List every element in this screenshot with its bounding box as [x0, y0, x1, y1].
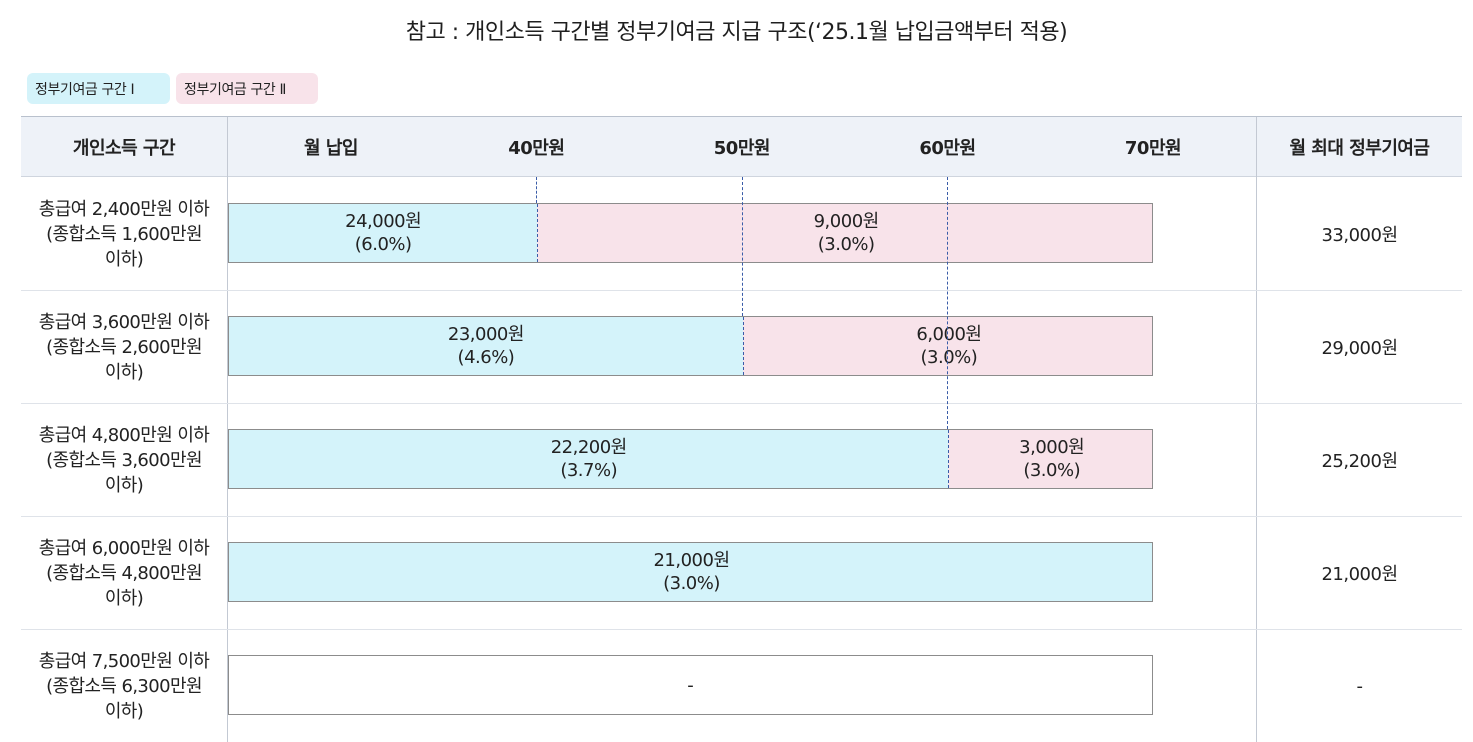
tick-guide-line [741, 177, 743, 316]
segment-rate: (3.0%) [1023, 460, 1081, 481]
segment-band-1: 21,000원 (3.0%) [229, 543, 1152, 601]
header-max: 월 최대 정부기여금 [1289, 138, 1430, 159]
legend-band-2: 정부기여금 구간 Ⅱ [176, 73, 318, 104]
income-bracket-line: 총급여 3,600만원 이하 [38, 311, 210, 333]
header-tick-50: 50만원 [713, 138, 771, 159]
contribution-bar: 21,000원 (3.0%) [228, 542, 1153, 602]
segment-amount: 6,000원 [916, 324, 982, 345]
segment-band-1: 23,000원 (4.6%) [229, 317, 743, 375]
segment-rate: (3.0%) [663, 573, 720, 594]
max-contribution: 25,200원 [1321, 451, 1398, 472]
income-bracket-line: (종합소득 2,600만원 [46, 336, 202, 358]
segment-amount: 22,200원 [550, 437, 628, 458]
header-tick-40: 40만원 [508, 138, 565, 159]
income-bracket-line: 이하) [104, 248, 144, 270]
income-bracket-line: (종합소득 1,600만원 [46, 223, 202, 245]
header-income: 개인소득 구간 [72, 138, 176, 159]
header-monthly: 월 납입 [304, 138, 358, 159]
column-divider-right [1256, 117, 1257, 742]
table-row: 총급여 4,800만원 이하 (종합소득 3,600만원 이하) 22,200원 (3.… [21, 404, 1462, 517]
contribution-bar: 24,000원 (6.0%) 9,000원 (3.0%) [228, 203, 1153, 263]
segment-amount: 9,000원 [813, 211, 880, 232]
income-bracket-line: 총급여 7,500만원 이하 [38, 650, 210, 672]
contribution-bar: 22,200원 (3.7%) 3,000원 (3.0%) [228, 429, 1153, 489]
contribution-bar: - [228, 655, 1153, 715]
income-bracket-line: (종합소득 4,800만원 [46, 562, 202, 584]
max-contribution: 29,000원 [1321, 338, 1398, 359]
segment-band-1: 22,200원 (3.7%) [229, 430, 949, 488]
income-bracket-line: 이하) [104, 587, 144, 609]
legend-band-1: 정부기여금 구간 Ⅰ [27, 73, 170, 104]
tick-guide-line [947, 177, 949, 429]
header-tick-60: 60만원 [919, 138, 976, 159]
income-bracket-line: 총급여 2,400만원 이하 [38, 198, 210, 220]
income-bracket-line: (종합소득 6,300만원 [46, 675, 202, 697]
income-bracket-line: 이하) [104, 474, 144, 496]
tick-guide-line [536, 177, 538, 203]
table-header: 개인소득 구간 월 납입 40만원 50만원 60만원 70만원 월 최대 정부… [21, 117, 1462, 177]
segment-rate: (4.6%) [457, 347, 515, 368]
income-bracket-line: (종합소득 3,600만원 [46, 449, 202, 471]
page-title: 참고 : 개인소득 구간별 정부기여금 지급 구조(‘25.1월 납입금액부터 … [405, 20, 1068, 45]
segment-amount: 24,000원 [345, 211, 422, 232]
segment-amount: 21,000원 [653, 550, 730, 571]
segment-band-1: 24,000원 (6.0%) [229, 204, 538, 262]
max-contribution: 21,000원 [1321, 564, 1398, 585]
segment-rate: (3.0%) [817, 234, 875, 255]
segment-amount: 3,000원 [1019, 437, 1085, 458]
segment-amount: 23,000원 [447, 324, 525, 345]
contribution-bar: 23,000원 (4.6%) 6,000원 (3.0%) [228, 316, 1153, 376]
segment-rate: (3.7%) [560, 460, 618, 481]
empty-bar-text: - [687, 674, 694, 696]
income-bracket-line: 이하) [104, 700, 144, 722]
header-tick-70: 70만원 [1124, 138, 1182, 159]
max-contribution: 33,000원 [1321, 225, 1398, 246]
segment-rate: (6.0%) [354, 234, 412, 255]
segment-band-2: 9,000원 (3.0%) [537, 204, 1152, 262]
income-bracket-line: 총급여 4,800만원 이하 [38, 424, 210, 446]
contribution-table: 개인소득 구간 월 납입 40만원 50만원 60만원 70만원 월 최대 정부… [21, 116, 1462, 742]
table-row: 총급여 6,000만원 이하 (종합소득 4,800만원 이하) 21,000원 (3.… [21, 517, 1462, 630]
segment-rate: (3.0%) [920, 347, 978, 368]
column-divider-left [227, 117, 228, 742]
max-contribution: - [1356, 675, 1364, 697]
segment-band-2: 3,000원 (3.0%) [948, 430, 1152, 488]
income-bracket-line: 이하) [104, 361, 144, 383]
income-bracket-line: 총급여 6,000만원 이하 [38, 537, 210, 559]
